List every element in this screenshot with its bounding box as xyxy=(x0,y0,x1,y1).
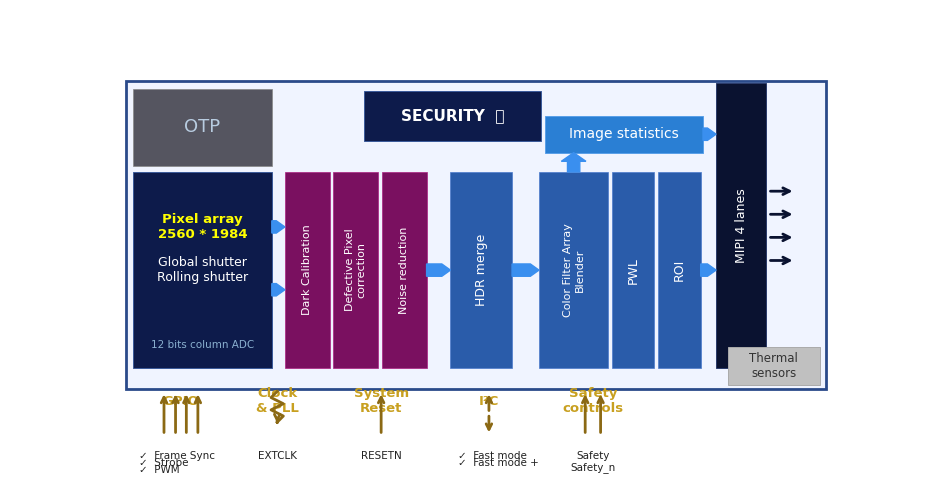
Bar xyxy=(133,89,271,166)
Text: MIPI 4 lanes: MIPI 4 lanes xyxy=(735,188,748,263)
Text: Dark Calibration: Dark Calibration xyxy=(302,225,313,315)
Bar xyxy=(658,172,701,369)
Bar xyxy=(716,83,767,369)
Text: I²C: I²C xyxy=(478,395,499,408)
Text: OTP: OTP xyxy=(184,118,221,136)
Bar xyxy=(545,116,703,153)
Text: GPIO: GPIO xyxy=(163,395,199,408)
Text: 12 bits column ADC: 12 bits column ADC xyxy=(151,340,255,350)
Polygon shape xyxy=(562,153,586,172)
Text: ✓  Fast mode: ✓ Fast mode xyxy=(458,451,527,461)
Text: Image statistics: Image statistics xyxy=(569,127,679,141)
Bar xyxy=(612,172,654,369)
Text: RESETN: RESETN xyxy=(360,451,402,461)
Text: Defective Pixel
correction: Defective Pixel correction xyxy=(345,229,367,311)
Bar xyxy=(539,172,608,369)
Text: System
Reset: System Reset xyxy=(354,387,409,416)
Bar xyxy=(125,81,826,389)
Polygon shape xyxy=(703,128,716,140)
Text: PWL: PWL xyxy=(627,256,640,284)
Text: ✓  PWM: ✓ PWM xyxy=(139,465,179,475)
Text: Pixel array
2560 * 1984: Pixel array 2560 * 1984 xyxy=(157,213,247,241)
Text: Safety
Safety_n: Safety Safety_n xyxy=(570,451,616,473)
Text: Color Filter Array
Blender: Color Filter Array Blender xyxy=(563,223,584,317)
Bar xyxy=(133,172,271,369)
Text: ✓  Strobe: ✓ Strobe xyxy=(139,458,188,468)
Polygon shape xyxy=(512,264,539,276)
Polygon shape xyxy=(427,264,450,276)
Polygon shape xyxy=(271,284,285,296)
Text: Clock
& PLL: Clock & PLL xyxy=(256,387,299,416)
Polygon shape xyxy=(701,264,716,276)
Text: HDR merge: HDR merge xyxy=(475,234,488,306)
Text: ✓  Frame Sync: ✓ Frame Sync xyxy=(139,451,214,461)
Bar xyxy=(333,172,378,369)
Bar xyxy=(285,172,329,369)
Text: Safety
controls: Safety controls xyxy=(563,387,623,416)
Polygon shape xyxy=(271,221,285,233)
Text: Global shutter
Rolling shutter: Global shutter Rolling shutter xyxy=(157,256,248,284)
Bar xyxy=(727,347,820,385)
Text: Noise reduction: Noise reduction xyxy=(400,227,409,314)
Text: EXTCLK: EXTCLK xyxy=(257,451,297,461)
Text: ✓  Fast mode +: ✓ Fast mode + xyxy=(458,458,539,468)
Bar xyxy=(450,172,512,369)
Text: Thermal
sensors: Thermal sensors xyxy=(750,352,798,380)
Bar xyxy=(382,172,427,369)
Bar xyxy=(364,91,541,141)
Text: SECURITY  🔒: SECURITY 🔒 xyxy=(401,109,505,124)
Text: ROI: ROI xyxy=(673,259,686,281)
